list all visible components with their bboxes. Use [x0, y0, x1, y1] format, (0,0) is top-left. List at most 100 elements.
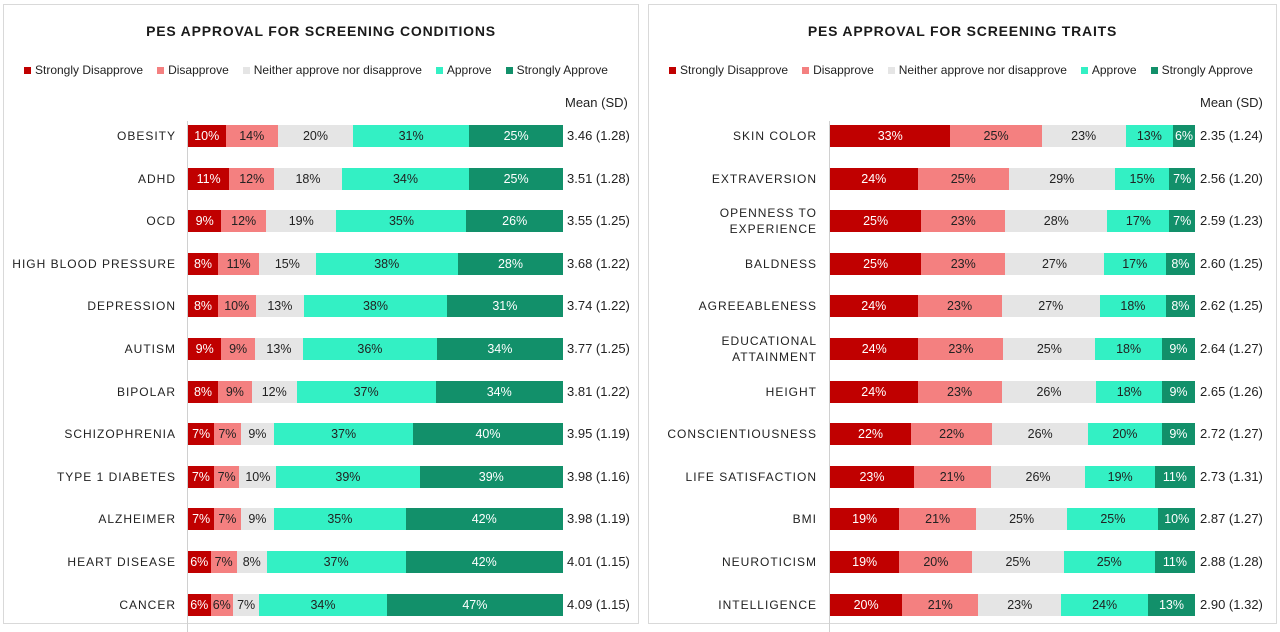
- traits-mean-value: 2.56 (1.20): [1200, 170, 1263, 186]
- bar-segment-strongly-approve: 9%: [1161, 423, 1195, 446]
- bar-segment-disapprove: 7%: [213, 465, 240, 488]
- bar-segment-strongly-approve: 7%: [1169, 167, 1195, 190]
- bar-segment-strongly-approve: 26%: [466, 210, 563, 233]
- traits-mean-value: 2.72 (1.27): [1200, 426, 1263, 442]
- bar-segment-disapprove: 25%: [917, 167, 1009, 190]
- conditions-stacked-bar: 6% 7% 8% 37% 42%: [188, 551, 563, 573]
- conditions-category-label: ALZHEIMER: [98, 512, 176, 527]
- traits-stacked-bar: 23% 21% 26% 19% 11%: [830, 465, 1195, 488]
- conditions-mean-value: 3.46 (1.28): [567, 128, 630, 143]
- traits-category-label: BMI: [792, 512, 817, 527]
- bar-segment-strongly-disapprove: 24%: [830, 338, 919, 360]
- bar-segment-approve: 20%: [1088, 423, 1162, 446]
- conditions-category-label: HIGH BLOOD PRESSURE: [12, 256, 176, 271]
- bar-segment-strongly-approve: 13%: [1147, 593, 1195, 616]
- legend-label-strongly-approve: Strongly Approve: [516, 63, 608, 77]
- bar-segment-strongly-disapprove: 33%: [830, 125, 951, 147]
- bar-segment-disapprove: 21%: [913, 465, 991, 488]
- traits-category-label: CONSCIENTIOUSNESS: [667, 427, 817, 442]
- bar-segment-strongly-disapprove: 6%: [188, 593, 211, 616]
- bar-segment-disapprove: 7%: [214, 508, 241, 531]
- bar-segment-strongly-approve: 9%: [1161, 338, 1195, 360]
- conditions-category-label: SCHIZOPHRENIA: [64, 427, 176, 442]
- conditions-stacked-bar: 7% 7% 10% 39% 39%: [188, 465, 563, 488]
- bar-segment-disapprove: 23%: [917, 380, 1002, 403]
- bar-segment-neutral: 25%: [972, 551, 1064, 573]
- conditions-stacked-bar: 7% 7% 9% 37% 40%: [188, 423, 563, 446]
- traits-stacked-bar: 25% 23% 27% 17% 8%: [830, 252, 1195, 275]
- bar-segment-neutral: 19%: [265, 210, 337, 233]
- legend-label-disapprove: Disapprove: [813, 63, 874, 77]
- legend-swatch-strongly-approve: [1150, 66, 1158, 74]
- bar-segment-neutral: 9%: [240, 423, 275, 446]
- bar-segment-neutral: 29%: [1008, 167, 1115, 190]
- bar-segment-strongly-approve: 31%: [446, 295, 563, 318]
- legend-item-strongly-disapprove: Strongly Disapprove: [669, 63, 788, 77]
- traits-chart-panel: PES APPROVAL FOR SCREENING TRAITS Strongl…: [648, 4, 1277, 632]
- bar-segment-neutral: 25%: [1003, 338, 1096, 360]
- bar-segment-neutral: 10%: [239, 465, 277, 488]
- traits-mean-value: 2.62 (1.25): [1200, 298, 1263, 314]
- bar-segment-approve: 13%: [1125, 125, 1174, 147]
- traits-stacked-bar: 22% 22% 26% 20% 9%: [830, 423, 1195, 446]
- legend-item-approve: Approve: [1080, 63, 1137, 77]
- bar-segment-disapprove: 12%: [221, 210, 266, 233]
- traits-category-label: BALDNESS: [744, 256, 817, 271]
- bar-segment-neutral: 27%: [1005, 252, 1104, 275]
- conditions-axis-line: [187, 121, 188, 632]
- traits-chart-title: PES APPROVAL FOR SCREENING TRAITS: [807, 23, 1118, 39]
- conditions-category-label: DEPRESSION: [87, 299, 176, 314]
- bar-segment-strongly-disapprove: 19%: [830, 551, 900, 573]
- bar-segment-neutral: 13%: [255, 295, 305, 318]
- bar-segment-approve: 31%: [353, 125, 470, 147]
- bar-segment-approve: 25%: [1063, 551, 1155, 573]
- legend-swatch-approve: [1080, 66, 1088, 74]
- conditions-category-label: AUTISM: [124, 342, 176, 356]
- bar-segment-strongly-disapprove: 7%: [188, 465, 214, 488]
- conditions-stacked-bar: 6% 6% 7% 34% 47%: [188, 593, 563, 616]
- traits-category-label: OPENNESS TO EXPERIENCE: [719, 206, 817, 237]
- conditions-stacked-bar: 11% 12% 18% 34% 25%: [188, 167, 563, 190]
- bar-segment-disapprove: 7%: [210, 551, 237, 573]
- legend-swatch-strongly-approve: [505, 66, 513, 74]
- traits-category-label: EDUCATIONAL ATTAINMENT: [721, 334, 817, 364]
- bar-segment-disapprove: 10%: [218, 295, 256, 318]
- conditions-mean-value: 3.74 (1.22): [567, 298, 630, 314]
- traits-mean-value: 2.64 (1.27): [1200, 341, 1263, 356]
- bar-segment-neutral: 9%: [240, 508, 275, 531]
- conditions-category-label: BIPOLAR: [116, 384, 176, 399]
- bar-segment-neutral: 8%: [236, 551, 267, 573]
- bar-segment-strongly-approve: 28%: [458, 252, 563, 275]
- bar-segment-strongly-approve: 11%: [1154, 551, 1195, 573]
- bar-segment-approve: 18%: [1100, 295, 1166, 318]
- traits-stacked-bar: 24% 25% 29% 15% 7%: [830, 167, 1195, 190]
- bar-segment-disapprove: 23%: [921, 252, 1006, 275]
- bar-segment-approve: 35%: [274, 508, 406, 531]
- bar-segment-approve: 37%: [266, 551, 406, 573]
- traits-category-label: LIFE SATISFACTION: [685, 469, 817, 484]
- bar-segment-disapprove: 23%: [917, 295, 1002, 318]
- bar-segment-strongly-disapprove: 24%: [830, 380, 918, 403]
- legend-swatch-disapprove: [157, 66, 165, 74]
- legend-swatch-neutral: [887, 66, 895, 74]
- bar-segment-neutral: 26%: [992, 423, 1089, 446]
- conditions-chart-panel: PES APPROVAL FOR SCREENING CONDITIONS Str…: [3, 4, 639, 632]
- conditions-chart-title: PES APPROVAL FOR SCREENING CONDITIONS: [146, 23, 496, 39]
- bar-segment-strongly-approve: 47%: [386, 593, 563, 616]
- conditions-stacked-bar: 9% 9% 13% 36% 34%: [188, 338, 563, 360]
- conditions-mean-value: 3.98 (1.16): [567, 468, 630, 484]
- conditions-mean-value: 3.77 (1.25): [567, 341, 630, 356]
- legend-swatch-disapprove: [802, 66, 810, 74]
- traits-stacked-bar: 24% 23% 25% 18% 9%: [830, 338, 1195, 360]
- traits-mean-value: 2.65 (1.26): [1200, 383, 1263, 399]
- traits-stacked-bar: 20% 21% 23% 24% 13%: [830, 593, 1195, 616]
- traits-mean-value: 2.60 (1.25): [1200, 255, 1263, 271]
- bar-segment-disapprove: 23%: [918, 338, 1004, 360]
- bar-segment-strongly-disapprove: 22%: [830, 423, 912, 446]
- bar-segment-approve: 19%: [1085, 465, 1155, 488]
- bar-segment-strongly-disapprove: 7%: [188, 423, 215, 446]
- bar-segment-strongly-approve: 6%: [1173, 125, 1195, 147]
- traits-mean-value: 2.90 (1.32): [1200, 596, 1263, 612]
- bar-segment-neutral: 20%: [278, 125, 353, 147]
- traits-mean-value: 2.35 (1.24): [1200, 128, 1263, 143]
